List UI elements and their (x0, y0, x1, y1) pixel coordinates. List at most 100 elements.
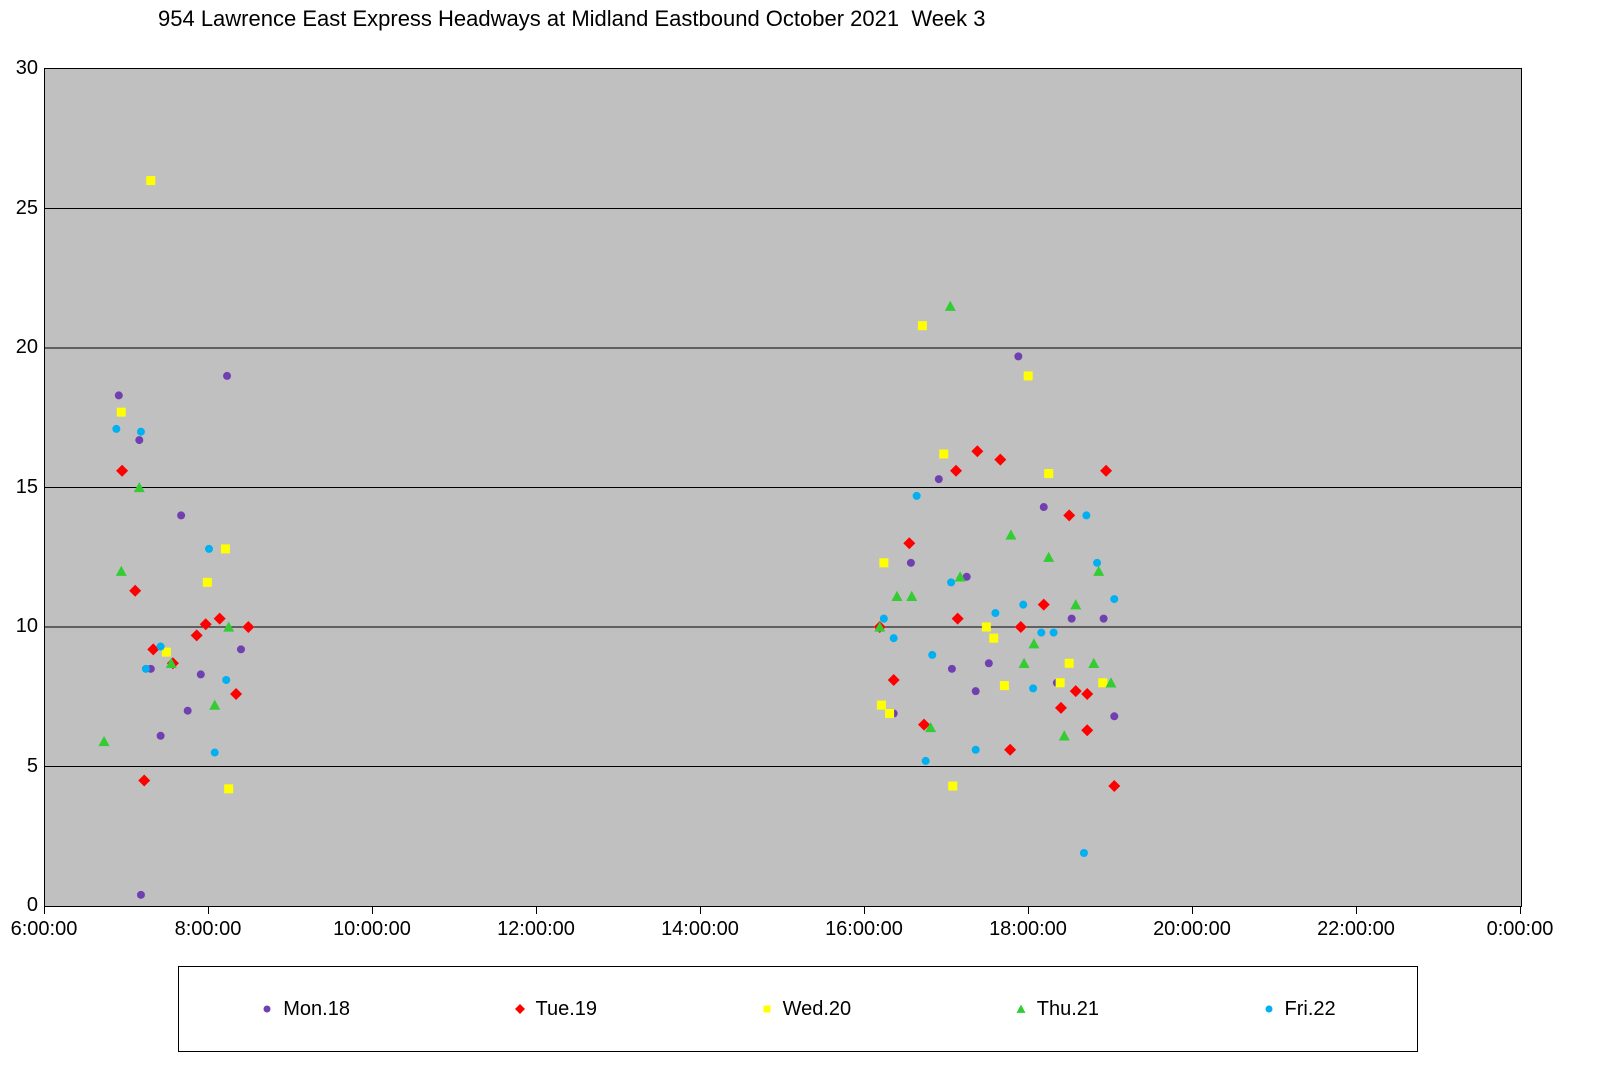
chart-title: 954 Lawrence East Express Headways at Mi… (158, 6, 986, 31)
x-tick-mark (864, 906, 865, 914)
data-point-fri-22 (205, 544, 213, 553)
data-point-thu-21 (944, 300, 956, 311)
legend-item-fri-22: Fri.22 (1262, 998, 1336, 1021)
data-point-wed-20 (1044, 469, 1054, 479)
data-point-fri-22 (1110, 595, 1119, 604)
data-point-fri-22 (991, 609, 1000, 618)
data-point-fri-22 (1049, 628, 1058, 637)
x-tick-label: 22:00:00 (1317, 918, 1395, 940)
x-tick-mark (1028, 906, 1029, 914)
data-point-mon-18 (114, 391, 123, 400)
data-point-tue-19 (1069, 685, 1082, 698)
data-point-wed-20 (939, 449, 949, 459)
data-point-tue-19 (213, 612, 226, 625)
data-point-fri-22 (112, 424, 121, 433)
data-point-wed-20 (1064, 658, 1074, 668)
data-point-fri-22 (222, 676, 231, 685)
data-point-fri-22 (889, 634, 898, 643)
data-point-tue-19 (242, 621, 255, 633)
data-point-tue-19 (116, 464, 129, 477)
y-tick-label: 30 (15, 57, 38, 79)
data-point-thu-21 (1058, 730, 1070, 741)
x-tick-label: 8:00:00 (174, 918, 242, 940)
data-point-mon-18 (135, 436, 144, 445)
data-point-tue-19 (147, 643, 160, 656)
x-tick-label: 20:00:00 (1153, 918, 1231, 940)
legend-marker-wed-20 (763, 1005, 771, 1013)
data-point-tue-19 (903, 537, 916, 550)
y-tick-label: 10 (15, 615, 38, 637)
legend-item-tue-19: Tue.19 (513, 997, 598, 1021)
data-point-tue-19 (1054, 701, 1067, 714)
data-point-fri-22 (136, 427, 145, 436)
data-point-thu-21 (1088, 657, 1100, 668)
x-tick-label: 16:00:00 (825, 918, 903, 940)
legend-label-mon-18: Mon.18 (283, 997, 350, 1020)
legend-marker-mon-18 (263, 1005, 271, 1013)
data-point-tue-19 (199, 618, 212, 631)
y-tick-label: 5 (26, 754, 38, 777)
data-point-tue-19 (190, 629, 203, 642)
data-point-mon-18 (1014, 352, 1023, 361)
x-tick-mark (1520, 906, 1521, 914)
data-point-tue-19 (971, 445, 984, 458)
data-point-mon-18 (223, 371, 232, 380)
x-tick-mark (1356, 906, 1357, 914)
legend-item-wed-20: Wed.20 (760, 998, 851, 1021)
data-point-fri-22 (1029, 684, 1038, 693)
legend-label-thu-21: Thu.21 (1036, 997, 1099, 1020)
data-point-wed-20 (876, 700, 886, 710)
data-point-tue-19 (1063, 509, 1076, 522)
data-point-wed-20 (885, 708, 895, 718)
legend: Mon.18 Tue.19 Wed.20 Thu.21 Fri.22 (178, 966, 1418, 1052)
data-point-thu-21 (1043, 551, 1055, 562)
legend-label-tue-19: Tue.19 (535, 997, 598, 1020)
x-tick-label: 14:00:00 (661, 918, 739, 940)
data-point-wed-20 (224, 784, 234, 794)
data-point-thu-21 (98, 735, 110, 747)
x-tick-mark (44, 906, 45, 914)
data-point-mon-18 (1067, 614, 1076, 623)
data-point-mon-18 (196, 670, 205, 679)
data-point-wed-20 (879, 558, 889, 568)
data-point-fri-22 (912, 491, 921, 500)
x-tick-label: 12:00:00 (497, 918, 575, 940)
circle-marker-icon (263, 1005, 271, 1013)
data-point-tue-19 (994, 453, 1007, 466)
data-point-wed-20 (161, 647, 171, 657)
data-point-wed-20 (981, 622, 991, 632)
x-tick-mark (1192, 906, 1193, 914)
data-point-thu-21 (115, 565, 127, 576)
data-point-fri-22 (210, 748, 219, 757)
x-tick-label: 10:00:00 (333, 918, 411, 940)
data-point-thu-21 (1093, 565, 1105, 576)
data-point-fri-22 (1093, 558, 1102, 567)
data-point-wed-20 (1023, 371, 1033, 381)
triangle-marker-icon (1016, 1004, 1026, 1013)
data-point-mon-18 (183, 706, 192, 715)
legend-label-fri-22: Fri.22 (1284, 997, 1336, 1020)
x-tick-mark (700, 906, 701, 914)
data-point-wed-20 (917, 321, 927, 331)
data-point-tue-19 (138, 774, 151, 787)
scatter-plot (45, 176, 1521, 899)
data-point-thu-21 (954, 571, 966, 582)
data-point-thu-21 (165, 657, 177, 668)
data-point-mon-18 (136, 890, 145, 899)
data-point-thu-21 (874, 621, 886, 632)
data-point-wed-20 (989, 633, 999, 643)
data-point-thu-21 (906, 590, 918, 601)
data-point-wed-20 (202, 577, 212, 587)
data-point-fri-22 (928, 650, 937, 659)
x-tick-label: 6:00:00 (10, 918, 78, 940)
data-point-fri-22 (1079, 848, 1088, 857)
data-point-thu-21 (223, 621, 235, 632)
data-point-thu-21 (1005, 529, 1017, 540)
data-point-fri-22 (1037, 628, 1046, 637)
data-point-thu-21 (133, 482, 145, 493)
square-marker-icon (763, 1005, 771, 1013)
legend-item-thu-21: Thu.21 (1014, 998, 1099, 1021)
y-tick-label: 20 (15, 336, 38, 358)
data-point-mon-18 (947, 664, 956, 673)
data-point-wed-20 (116, 407, 126, 417)
